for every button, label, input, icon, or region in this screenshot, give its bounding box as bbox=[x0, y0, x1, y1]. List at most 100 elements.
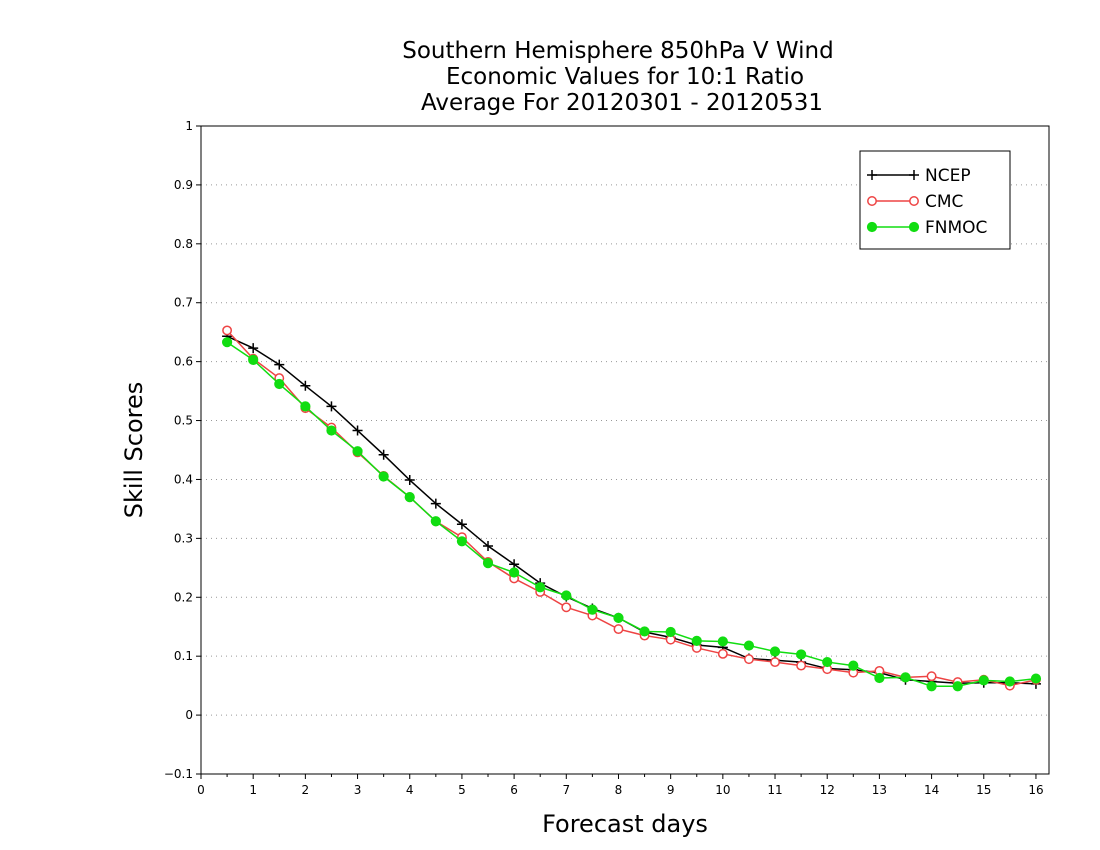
ncep-point bbox=[378, 449, 389, 460]
x-tick-label: 6 bbox=[510, 783, 518, 797]
fnmoc-point bbox=[1030, 673, 1042, 684]
title-line-1: Southern Hemisphere 850hPa V Wind bbox=[402, 38, 833, 64]
fnmoc-point bbox=[1004, 676, 1015, 687]
legend-ncep-point bbox=[909, 170, 919, 180]
x-tick-label: 10 bbox=[715, 783, 730, 797]
x-tick-label: 8 bbox=[615, 783, 623, 797]
cmc-line bbox=[226, 329, 1037, 687]
fnmoc-point bbox=[482, 558, 494, 569]
legend-item-cmc: CMC bbox=[867, 192, 963, 212]
fnmoc-point bbox=[535, 582, 546, 593]
y-tick-label: 0.6 bbox=[174, 355, 193, 369]
ncep-point bbox=[483, 541, 494, 552]
y-tick-label: 0.1 bbox=[174, 649, 193, 663]
fnmoc-point bbox=[430, 516, 441, 527]
cmc-point bbox=[717, 648, 728, 659]
fnmoc-point bbox=[769, 646, 781, 657]
x-tick-label: 5 bbox=[458, 783, 466, 797]
x-tick-label: 9 bbox=[667, 783, 675, 797]
x-tick-label: 16 bbox=[1028, 783, 1043, 797]
legend-label-cmc: CMC bbox=[925, 192, 963, 212]
chart-title: Southern Hemisphere 850hPa V Wind Econom… bbox=[402, 38, 833, 116]
ncep-point bbox=[456, 519, 467, 530]
title-line-3: Average For 20120301 - 20120531 bbox=[421, 90, 823, 116]
gridlines bbox=[201, 184, 1049, 716]
plot-frame bbox=[200, 125, 1050, 775]
axis-ticks: −0.100.10.20.30.40.50.60.70.80.910 1 2 3 4 5 6… bbox=[164, 119, 1044, 797]
fnmoc-point bbox=[978, 675, 989, 686]
y-tick-label: 0.4 bbox=[174, 472, 193, 486]
y-axis-label: Skill Scores bbox=[120, 382, 148, 519]
ncep-point bbox=[274, 359, 285, 370]
legend-cmc-point bbox=[867, 196, 877, 206]
fnmoc-point bbox=[274, 378, 285, 390]
x-tick-label: 3 bbox=[354, 783, 362, 797]
x-tick-label: 1 bbox=[249, 783, 257, 797]
legend: NCEP CMC FNMOC bbox=[859, 150, 1011, 250]
x-axis-label: Forecast days bbox=[542, 810, 708, 838]
y-tick-label: −0.1 bbox=[164, 767, 193, 781]
x-tick-label: 12 bbox=[820, 783, 835, 797]
y-tick-label: 1 bbox=[185, 119, 193, 133]
y-tick-label: 0.5 bbox=[174, 414, 193, 428]
y-tick-label: 0 bbox=[185, 708, 193, 722]
legend-ncep-point bbox=[867, 170, 877, 180]
cmc-point bbox=[796, 660, 807, 671]
x-tick-label: 13 bbox=[872, 783, 887, 797]
fnmoc-point bbox=[900, 672, 911, 683]
fnmoc-point bbox=[300, 401, 311, 412]
fnmoc-point bbox=[796, 649, 807, 660]
fnmoc-point bbox=[926, 681, 937, 692]
title-line-2: Economic Values for 10:1 Ratio bbox=[446, 64, 804, 90]
fnmoc-point bbox=[248, 354, 259, 365]
fnmoc-point bbox=[665, 626, 676, 638]
legend-box bbox=[859, 150, 1011, 250]
series-ncep bbox=[222, 331, 1041, 689]
legend-label-ncep: NCEP bbox=[925, 166, 971, 186]
fnmoc-point bbox=[378, 471, 389, 482]
legend-cmc-point bbox=[909, 196, 919, 206]
fnmoc-point bbox=[326, 425, 337, 436]
x-tick-label: 14 bbox=[924, 783, 939, 797]
x-tick-label: 0 bbox=[197, 783, 205, 797]
ncep-point bbox=[300, 380, 311, 391]
x-tick-label: 15 bbox=[976, 783, 991, 797]
x-tick-label: 7 bbox=[562, 783, 570, 797]
fnmoc-point bbox=[613, 612, 624, 623]
legend-fnmoc-point bbox=[866, 221, 878, 233]
x-tick-label: 2 bbox=[302, 783, 310, 797]
cmc-point bbox=[222, 325, 233, 336]
series-fnmoc bbox=[221, 337, 1042, 692]
series-layer bbox=[221, 325, 1042, 692]
fnmoc-point bbox=[952, 681, 963, 692]
y-tick-label: 0.3 bbox=[174, 531, 193, 545]
y-tick-label: 0.8 bbox=[174, 237, 193, 251]
fnmoc-point bbox=[456, 536, 468, 547]
cmc-point bbox=[743, 654, 754, 665]
fnmoc-point bbox=[639, 626, 650, 637]
cmc-point bbox=[926, 671, 937, 682]
y-tick-label: 0.7 bbox=[174, 296, 193, 310]
fnmoc-point bbox=[848, 660, 859, 671]
x-tick-label: 4 bbox=[406, 783, 414, 797]
fnmoc-point bbox=[717, 636, 728, 647]
cmc-point bbox=[770, 657, 780, 668]
ncep-point bbox=[430, 498, 441, 509]
fnmoc-point bbox=[352, 446, 363, 457]
series-cmc bbox=[222, 325, 1041, 691]
fnmoc-point bbox=[221, 337, 233, 348]
ncep-point bbox=[248, 343, 259, 354]
fnmoc-point bbox=[743, 640, 755, 651]
ncep-point bbox=[326, 401, 337, 412]
ncep-point bbox=[404, 475, 415, 486]
legend-fnmoc-point bbox=[908, 221, 920, 233]
fnmoc-point bbox=[874, 672, 885, 684]
fnmoc-point bbox=[691, 635, 702, 646]
legend-item-ncep: NCEP bbox=[867, 166, 971, 186]
cmc-point bbox=[613, 624, 624, 635]
fnmoc-point bbox=[509, 567, 520, 578]
fnmoc-line bbox=[226, 341, 1037, 687]
fnmoc-point bbox=[587, 604, 598, 615]
ncep-point bbox=[352, 425, 363, 436]
